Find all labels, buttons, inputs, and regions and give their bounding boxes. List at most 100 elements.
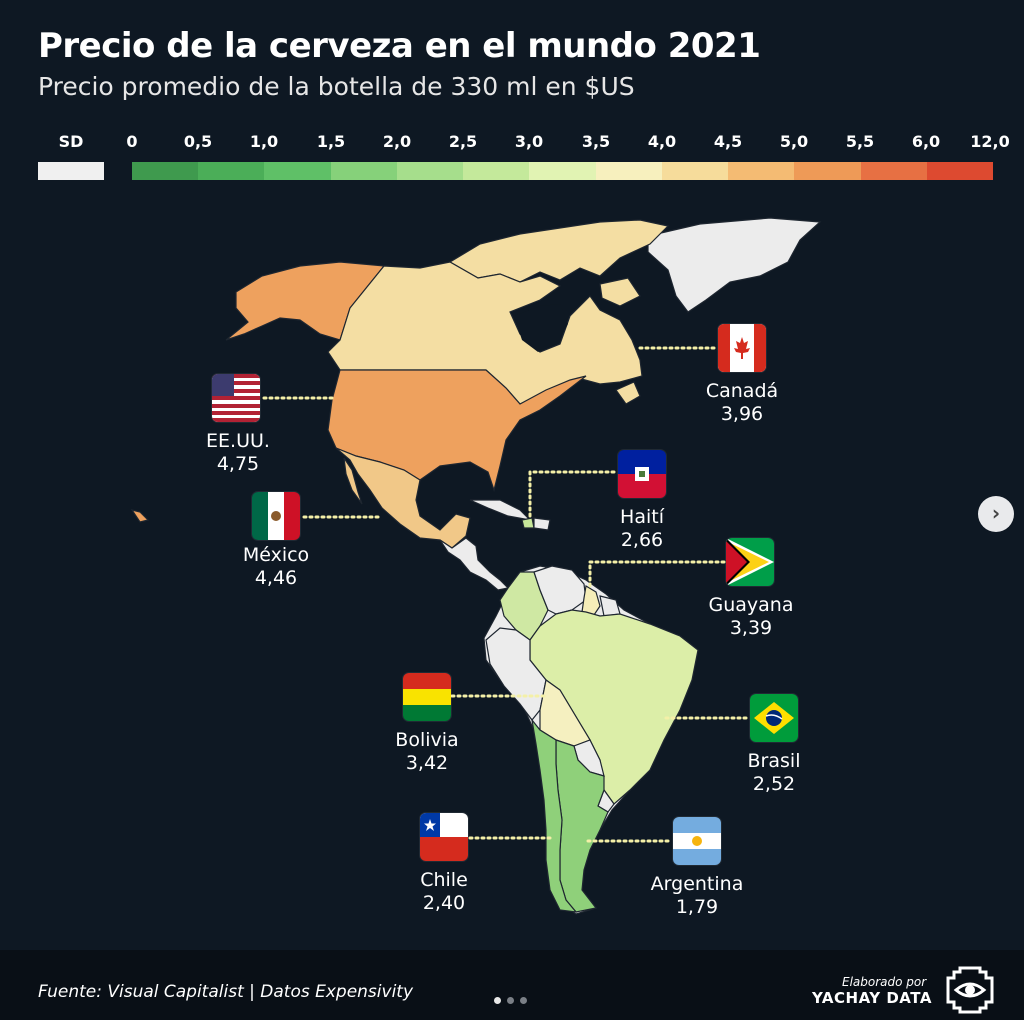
legend-color-step	[728, 162, 795, 180]
argentina-flag	[673, 817, 721, 865]
country-label-brazil: Brasil 2,52	[748, 750, 801, 796]
legend-color-step	[330, 162, 397, 180]
carousel-dot[interactable]	[507, 997, 514, 1004]
country-value: 3,96	[720, 403, 764, 425]
country-label-argentina: Argentina 1,79	[651, 873, 744, 919]
legend-sd-swatch	[38, 162, 104, 180]
legend-tick: 1,0	[249, 132, 279, 151]
mexico-flag	[252, 492, 300, 540]
legend-tick: 5,5	[845, 132, 875, 151]
guyana-flag	[726, 538, 774, 586]
legend-tick: 0,5	[183, 132, 213, 151]
chile-flag	[420, 813, 468, 861]
hudson-bay	[514, 304, 568, 352]
arctic-islands	[448, 219, 670, 283]
connector-guyana	[588, 560, 726, 592]
country-value: 3,42	[405, 752, 449, 774]
baja-california	[343, 457, 363, 505]
legend-tick: 12,0	[970, 132, 1010, 151]
suriname	[599, 595, 621, 617]
cuba	[469, 499, 532, 521]
country-value: 2,40	[422, 892, 466, 914]
country-name: Argentina	[650, 873, 744, 895]
greenland	[647, 217, 822, 313]
country-label-bolivia: Bolivia 3,42	[395, 729, 458, 775]
legend-tick: 4,5	[713, 132, 743, 151]
source-text: Fuente: Visual Capitalist | Datos Expens…	[38, 982, 414, 1002]
chevron-right-icon: ›	[991, 501, 1001, 525]
country-name: Haití	[620, 506, 664, 528]
country-value: 1,79	[675, 896, 719, 918]
carousel-dot[interactable]	[494, 997, 501, 1004]
americas-map	[130, 217, 822, 915]
usa-flag	[212, 374, 260, 422]
chart-title: Precio de la cerveza en el mundo 2021	[38, 26, 761, 66]
country-label-haiti: Haití 2,66	[620, 506, 664, 552]
legend-color-step	[595, 162, 662, 180]
legend-tick: 5,0	[779, 132, 809, 151]
country-value: 2,52	[752, 773, 796, 795]
country-name: Chile	[420, 869, 468, 891]
legend-tick: 2,5	[448, 132, 478, 151]
newfoundland	[615, 381, 641, 405]
country-value: 4,75	[216, 453, 260, 475]
legend-color-scale	[132, 162, 994, 180]
country-value: 3,39	[729, 617, 773, 639]
credit-label: Elaborado por	[842, 975, 927, 989]
chile	[531, 717, 578, 913]
country-value: 4,46	[254, 567, 298, 589]
country-name: México	[242, 544, 310, 566]
legend-color-step	[661, 162, 729, 180]
legend-color-step	[198, 162, 265, 180]
brand-name: YACHAY DATA	[812, 989, 932, 1007]
country-name: Bolivia	[395, 729, 459, 751]
footer	[0, 950, 1024, 1020]
carousel-dot[interactable]	[520, 997, 527, 1004]
country-name: Canadá	[705, 380, 779, 402]
country-label-guyana: Guayana 3,39	[709, 594, 794, 640]
mexico	[335, 447, 471, 549]
haiti-flag	[618, 450, 666, 498]
legend-tick: 2,0	[382, 132, 412, 151]
country-value: 2,66	[620, 529, 664, 551]
brazil-flag	[750, 694, 798, 742]
country-label-usa: EE.UU. 4,75	[206, 430, 270, 476]
country-label-canada: Canadá 3,96	[706, 380, 778, 426]
central-america	[439, 537, 510, 591]
canada-flag	[718, 324, 766, 372]
hawaii	[130, 509, 150, 523]
carousel-dots	[494, 997, 527, 1004]
dominican-republic	[533, 517, 551, 531]
hispaniola	[521, 517, 535, 529]
legend-tick: 0	[126, 132, 138, 151]
country-label-mexico: México 4,46	[243, 544, 309, 590]
connector-haiti	[528, 470, 616, 522]
connector-lines	[262, 346, 750, 843]
legend-tick: 3,0	[514, 132, 544, 151]
legend-color-step	[860, 162, 927, 180]
carousel-next-button[interactable]: ›	[978, 496, 1014, 532]
legend-color-step	[264, 162, 331, 180]
venezuela	[533, 565, 587, 615]
legend-color-step	[132, 162, 199, 180]
legend-color-step	[794, 162, 861, 180]
legend-color-step	[463, 162, 530, 180]
legend-tick: 6,0	[911, 132, 941, 151]
legend-color-step	[926, 162, 994, 180]
country-name: Brasil	[747, 750, 801, 772]
country-name: EE.UU.	[206, 430, 270, 452]
legend-tick: 1,5	[316, 132, 346, 151]
country-name: Guayana	[708, 594, 794, 616]
bolivia-flag	[403, 673, 451, 721]
arctic-island-small	[599, 277, 641, 307]
price-legend: SD 0 0,5 1,0 1,5 2,0 2,5 3,0 3,5 4,0 4,5…	[0, 0, 1024, 190]
legend-tick: 4,0	[647, 132, 677, 151]
legend-color-step	[529, 162, 596, 180]
legend-color-step	[396, 162, 464, 180]
alaska	[225, 261, 386, 341]
legend-sd-label: SD	[58, 132, 84, 151]
country-label-chile: Chile 2,40	[420, 869, 468, 915]
chart-subtitle: Precio promedio de la botella de 330 ml …	[38, 72, 635, 101]
legend-tick: 3,5	[581, 132, 611, 151]
eye-logo-icon	[946, 966, 994, 1014]
